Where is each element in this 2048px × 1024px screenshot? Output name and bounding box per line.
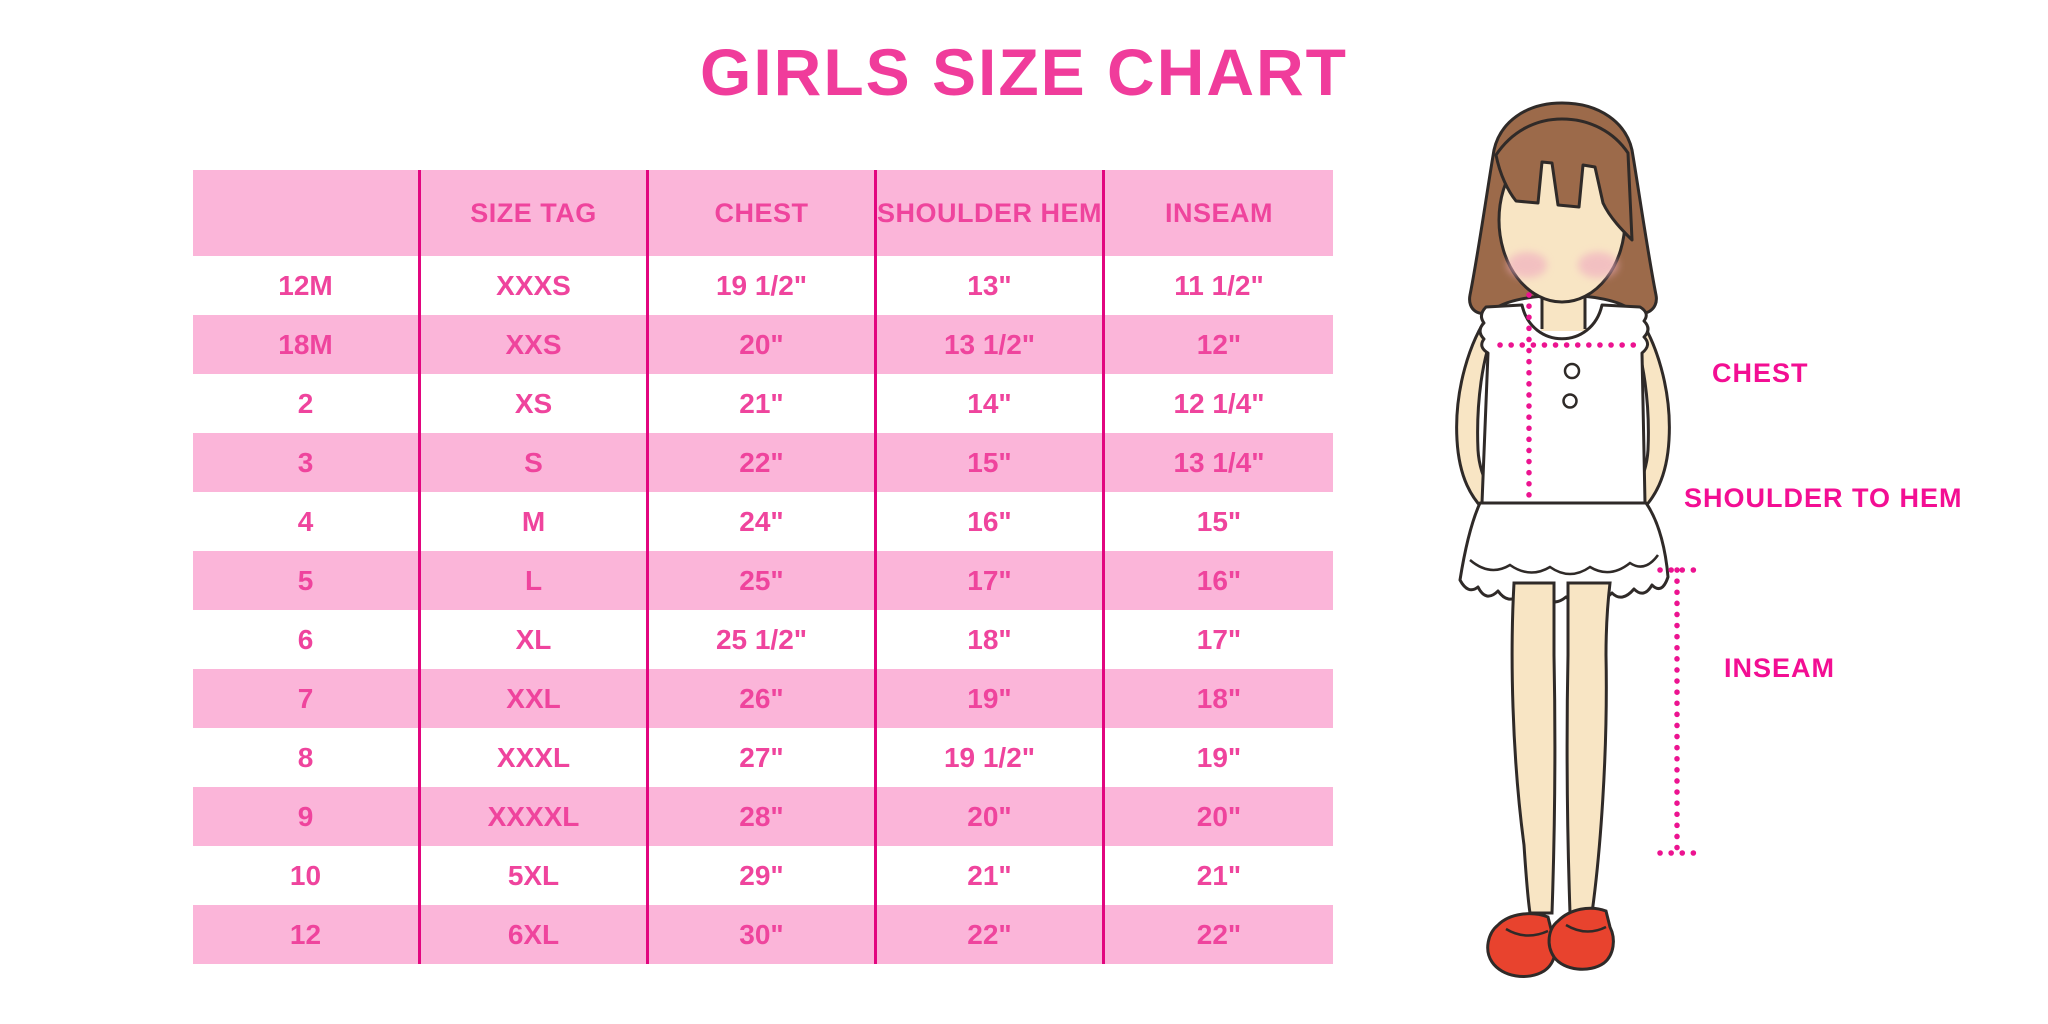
table-row: 4 M 24" 16" 15"	[193, 492, 1333, 551]
measurement-figure: CHEST SHOULDER TO HEM INSEAM	[1440, 55, 2040, 1015]
shoes	[1486, 906, 1615, 978]
size-cell: 7	[193, 669, 421, 728]
size-cell: 10	[193, 846, 421, 905]
size-tag-cell: XXXS	[421, 256, 649, 315]
size-table: SIZE TAG CHEST SHOULDER HEM INSEAM 12M X…	[193, 170, 1333, 964]
chest-cell: 29"	[649, 846, 877, 905]
inseam-cell: 16"	[1105, 551, 1333, 610]
chest-cell: 26"	[649, 669, 877, 728]
shoulder-hem-cell: 19 1/2"	[877, 728, 1105, 787]
size-cell: 18M	[193, 315, 421, 374]
inseam-cell: 20"	[1105, 787, 1333, 846]
chest-cell: 19 1/2"	[649, 256, 877, 315]
table-row: 8 XXXL 27" 19 1/2" 19"	[193, 728, 1333, 787]
header-cell-size	[193, 170, 421, 256]
table-row: 6 XL 25 1/2" 18" 17"	[193, 610, 1333, 669]
size-tag-cell: XXS	[421, 315, 649, 374]
inseam-cell: 12"	[1105, 315, 1333, 374]
shoulder-hem-cell: 17"	[877, 551, 1105, 610]
inseam-cell: 12 1/4"	[1105, 374, 1333, 433]
shoulder-hem-cell: 16"	[877, 492, 1105, 551]
size-tag-cell: 6XL	[421, 905, 649, 964]
table-row: 12M XXXS 19 1/2" 13" 11 1/2"	[193, 256, 1333, 315]
inseam-cell: 19"	[1105, 728, 1333, 787]
hair-bangs	[1494, 117, 1634, 242]
size-cell: 9	[193, 787, 421, 846]
chest-cell: 22"	[649, 433, 877, 492]
dress-skirt	[1458, 501, 1670, 604]
size-tag-cell: XXL	[421, 669, 649, 728]
header-cell-inseam: INSEAM	[1105, 170, 1333, 256]
table-row: 10 5XL 29" 21" 21"	[193, 846, 1333, 905]
header-cell-size-tag: SIZE TAG	[420, 170, 649, 256]
shoulder-hem-cell: 13"	[877, 256, 1105, 315]
shoulder-hem-cell: 18"	[877, 610, 1105, 669]
size-cell: 8	[193, 728, 421, 787]
page-title: GIRLS SIZE CHART	[699, 35, 1348, 109]
table-row: 18M XXS 20" 13 1/2" 12"	[193, 315, 1333, 374]
inseam-cell: 13 1/4"	[1105, 433, 1333, 492]
button-bottom	[1562, 393, 1578, 409]
table-row: 12 6XL 30" 22" 22"	[193, 905, 1333, 964]
inseam-cell: 22"	[1105, 905, 1333, 964]
chest-measure-label: CHEST	[1712, 358, 1809, 388]
legs	[1510, 581, 1612, 915]
button-top	[1563, 362, 1581, 380]
size-tag-cell: 5XL	[421, 846, 649, 905]
shoulder-hem-cell: 13 1/2"	[877, 315, 1105, 374]
inseam-measure-label: INSEAM	[1724, 653, 1836, 683]
inseam-cell: 17"	[1105, 610, 1333, 669]
inseam-cell: 15"	[1105, 492, 1333, 551]
shoulder-hem-cell: 14"	[877, 374, 1105, 433]
size-cell: 2	[193, 374, 421, 433]
size-tag-cell: XXXL	[421, 728, 649, 787]
chest-cell: 30"	[649, 905, 877, 964]
chest-cell: 24"	[649, 492, 877, 551]
blush-right	[1578, 252, 1618, 278]
table-header-row: SIZE TAG CHEST SHOULDER HEM INSEAM	[193, 170, 1333, 256]
size-cell: 5	[193, 551, 421, 610]
girl-illustration	[1455, 101, 1697, 978]
size-cell: 3	[193, 433, 421, 492]
inseam-cell: 11 1/2"	[1105, 256, 1333, 315]
shoulder-hem-cell: 21"	[877, 846, 1105, 905]
table-row: 2 XS 21" 14" 12 1/4"	[193, 374, 1333, 433]
shoulder-hem-cell: 15"	[877, 433, 1105, 492]
shoulder-to-hem-measure-label: SHOULDER TO HEM	[1684, 483, 1963, 513]
size-cell: 4	[193, 492, 421, 551]
chest-cell: 20"	[649, 315, 877, 374]
header-cell-shoulder-hem: SHOULDER HEM	[876, 170, 1105, 256]
size-cell: 12	[193, 905, 421, 964]
table-row: 7 XXL 26" 19" 18"	[193, 669, 1333, 728]
size-tag-cell: XL	[421, 610, 649, 669]
chest-cell: 25"	[649, 551, 877, 610]
size-tag-cell: XS	[421, 374, 649, 433]
table-row: 3 S 22" 15" 13 1/4"	[193, 433, 1333, 492]
size-tag-cell: XXXXL	[421, 787, 649, 846]
size-tag-cell: S	[421, 433, 649, 492]
chest-cell: 28"	[649, 787, 877, 846]
table-row: 5 L 25" 17" 16"	[193, 551, 1333, 610]
shoulder-hem-cell: 19"	[877, 669, 1105, 728]
chest-cell: 25 1/2"	[649, 610, 877, 669]
size-tag-cell: L	[421, 551, 649, 610]
size-cell: 6	[193, 610, 421, 669]
header-cell-chest: CHEST	[648, 170, 877, 256]
measurement-dotted-lines	[1497, 292, 1697, 856]
shoulder-hem-cell: 22"	[877, 905, 1105, 964]
shoulder-hem-cell: 20"	[877, 787, 1105, 846]
chest-cell: 21"	[649, 374, 877, 433]
dress-skirt-ruffle-line	[1469, 554, 1660, 576]
inseam-cell: 18"	[1105, 669, 1333, 728]
size-cell: 12M	[193, 256, 421, 315]
chest-cell: 27"	[649, 728, 877, 787]
blush-left	[1507, 252, 1547, 278]
size-tag-cell: M	[421, 492, 649, 551]
inseam-cell: 21"	[1105, 846, 1333, 905]
table-row: 9 XXXXL 28" 20" 20"	[193, 787, 1333, 846]
